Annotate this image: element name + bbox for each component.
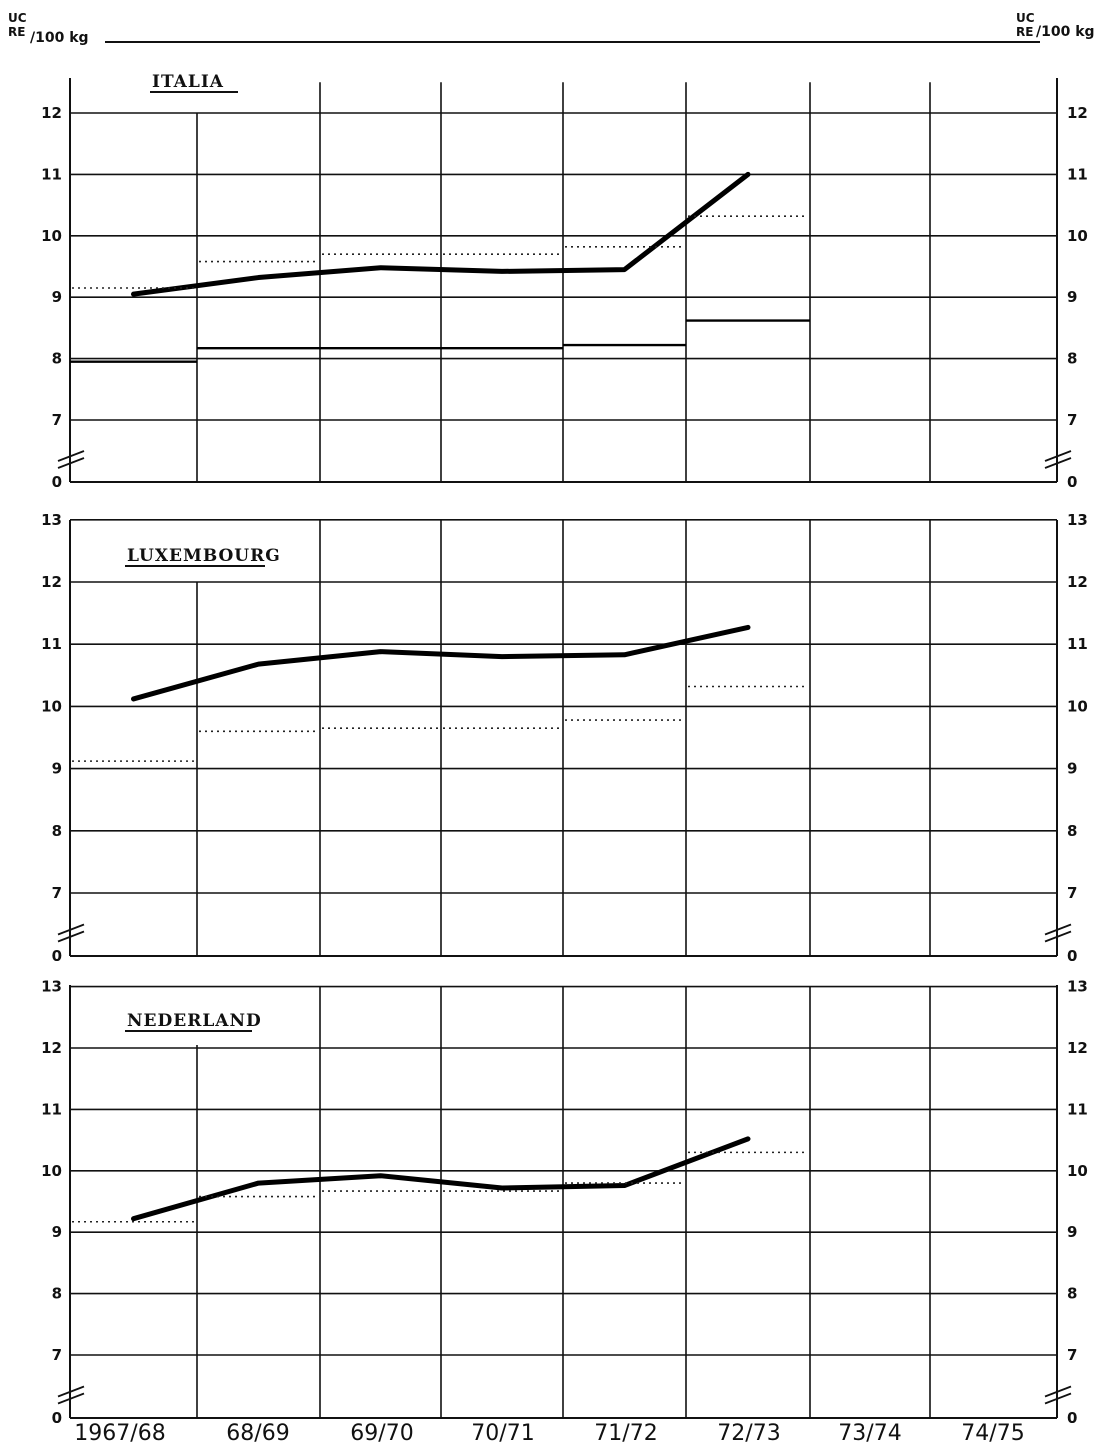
axis-break-mark xyxy=(1044,923,1072,936)
y-tick-label-left: 11 xyxy=(41,165,62,183)
unit-label-left-re: RE xyxy=(8,25,25,39)
x-axis-labels: 1967/68 68/69 69/70 70/71 71/72 72/73 73… xyxy=(74,1421,1024,1446)
axis-break-mark xyxy=(57,930,85,943)
axis-break-mark xyxy=(57,457,85,469)
y-tick-label-right: 0 xyxy=(1067,947,1077,965)
panel-nederland: 0 0 7 7 8 8 9 9 10 10 11 11 12 12 13 13 NEDERLAND xyxy=(41,978,1088,1427)
series-line-thick xyxy=(131,1136,751,1222)
x-tick-label: 71/72 xyxy=(594,1421,657,1446)
y-tick-label-left: 9 xyxy=(52,760,62,778)
y-tick-label-right: 7 xyxy=(1067,1346,1077,1364)
unit-label-right-uc: UC xyxy=(1016,11,1035,25)
y-tick-label-left: 13 xyxy=(41,511,62,529)
panel-title-luxembourg: LUXEMBOURG xyxy=(127,546,281,566)
y-tick-label-right: 12 xyxy=(1067,1039,1088,1057)
panel-title-nederland: NEDERLAND xyxy=(127,1011,262,1031)
y-tick-label-right: 10 xyxy=(1067,1162,1088,1180)
plot-area-nederland: 0 0 7 7 8 8 9 9 10 10 11 11 12 12 13 13 xyxy=(41,978,1088,1427)
panel-title-italia: ITALIA xyxy=(152,72,224,92)
axis-break-mark xyxy=(1044,457,1072,469)
y-tick-label-left: 0 xyxy=(52,1409,62,1427)
x-tick-label: 70/71 xyxy=(471,1421,534,1446)
y-tick-label-right: 9 xyxy=(1067,1223,1077,1241)
panel-italia: 0 0 7 7 8 8 9 9 10 10 11 11 12 12 ITALIA xyxy=(41,72,1088,491)
unit-label-right-re: RE xyxy=(1016,25,1033,39)
unit-label-right: UC RE /100 kg xyxy=(1016,11,1095,40)
y-tick-label-right: 11 xyxy=(1067,165,1088,183)
y-tick-label-right: 9 xyxy=(1067,760,1077,778)
x-tick-label: 69/70 xyxy=(350,1421,413,1446)
y-tick-label-left: 11 xyxy=(41,1100,62,1118)
y-tick-label-right: 7 xyxy=(1067,884,1077,902)
y-tick-label-left: 12 xyxy=(41,1039,62,1057)
y-tick-label-right: 11 xyxy=(1067,1100,1088,1118)
x-tick-label: 1967/68 xyxy=(74,1421,165,1446)
unit-label-left-rest: /100 kg xyxy=(30,30,89,46)
axis-break-mark xyxy=(1044,1392,1072,1405)
axis-break-mark xyxy=(1044,1385,1072,1398)
y-tick-label-right: 8 xyxy=(1067,822,1077,840)
y-tick-label-left: 0 xyxy=(52,947,62,965)
y-tick-label-left: 12 xyxy=(41,104,62,122)
y-tick-label-right: 10 xyxy=(1067,227,1088,245)
y-tick-label-left: 8 xyxy=(52,350,62,368)
y-tick-label-left: 10 xyxy=(41,227,62,245)
y-tick-label-left: 7 xyxy=(52,411,62,429)
y-tick-label-left: 10 xyxy=(41,697,62,715)
unit-label-left: UC RE /100 kg xyxy=(8,11,89,46)
plot-area-italia: 0 0 7 7 8 8 9 9 10 10 11 11 12 12 xyxy=(41,78,1088,491)
y-tick-label-right: 0 xyxy=(1067,473,1077,491)
axis-break-mark xyxy=(1044,450,1072,462)
y-tick-label-left: 0 xyxy=(52,473,62,491)
y-tick-label-right: 11 xyxy=(1067,635,1088,653)
y-tick-label-left: 11 xyxy=(41,635,62,653)
x-tick-label: 72/73 xyxy=(717,1421,780,1446)
y-tick-label-left: 13 xyxy=(41,978,62,996)
y-tick-label-left: 8 xyxy=(52,1285,62,1303)
y-tick-label-left: 9 xyxy=(52,288,62,306)
x-tick-label: 74/75 xyxy=(961,1421,1024,1446)
y-tick-label-right: 8 xyxy=(1067,350,1077,368)
axis-break-mark xyxy=(1044,930,1072,943)
x-tick-label: 73/74 xyxy=(838,1421,901,1446)
y-tick-label-left: 7 xyxy=(52,884,62,902)
y-tick-label-right: 12 xyxy=(1067,573,1088,591)
y-tick-label-right: 13 xyxy=(1067,978,1088,996)
axis-break-mark xyxy=(57,450,85,462)
axis-break-mark xyxy=(57,1385,85,1398)
y-tick-label-right: 0 xyxy=(1067,1409,1077,1427)
y-tick-label-right: 7 xyxy=(1067,411,1077,429)
y-tick-label-right: 12 xyxy=(1067,104,1088,122)
y-tick-label-left: 9 xyxy=(52,1223,62,1241)
axis-break-mark xyxy=(57,1392,85,1405)
unit-label-left-uc: UC xyxy=(8,11,27,25)
plot-area-luxembourg: 0 0 7 7 8 8 9 9 10 10 11 11 12 12 13 13 xyxy=(41,511,1088,965)
y-tick-label-left: 8 xyxy=(52,822,62,840)
y-tick-label-right: 8 xyxy=(1067,1285,1077,1303)
y-tick-label-right: 13 xyxy=(1067,511,1088,529)
y-tick-label-right: 9 xyxy=(1067,288,1077,306)
panel-luxembourg: 0 0 7 7 8 8 9 9 10 10 11 11 12 12 13 13 LUXEMBOURG xyxy=(41,511,1088,965)
y-tick-label-left: 10 xyxy=(41,1162,62,1180)
y-tick-label-left: 7 xyxy=(52,1346,62,1364)
axis-break-mark xyxy=(57,923,85,936)
x-tick-label: 68/69 xyxy=(226,1421,289,1446)
y-tick-label-left: 12 xyxy=(41,573,62,591)
series-line-thick xyxy=(131,171,751,297)
unit-label-right-rest: /100 kg xyxy=(1036,24,1095,40)
series-line-thick xyxy=(131,624,751,702)
y-tick-label-right: 10 xyxy=(1067,697,1088,715)
